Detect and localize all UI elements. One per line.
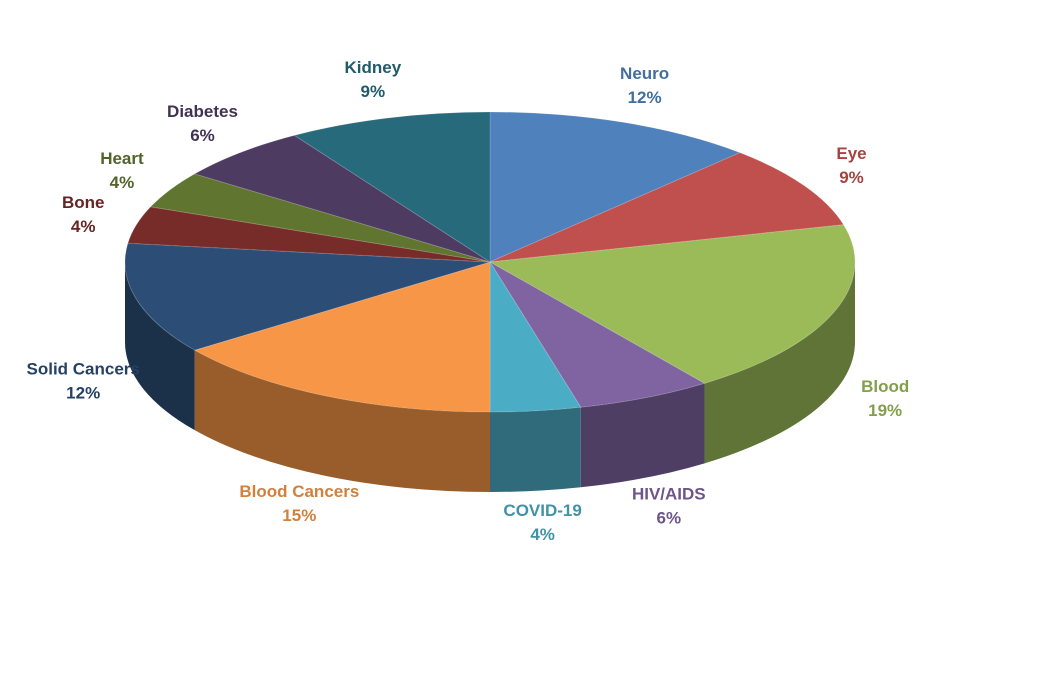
pie-slice-side (580, 383, 705, 488)
data-labels: Neuro 12% Eye 9% Blood 19% HIV/AIDS 6% COVID-19 4… (27, 58, 910, 544)
value-label: 9% (839, 168, 864, 187)
value-label: 6% (657, 508, 682, 527)
category-label: Blood Cancers (239, 482, 359, 501)
pie-slice (193, 261, 491, 413)
category-label: Neuro (620, 64, 669, 83)
pie-tops (124, 111, 856, 413)
value-label: 4% (530, 525, 555, 544)
value-label: 15% (282, 506, 316, 525)
pie-slice (489, 261, 706, 408)
pie-slice (124, 242, 491, 351)
pie-slice-side (194, 350, 490, 492)
pie-slice (489, 111, 742, 263)
value-label: 19% (868, 401, 902, 420)
category-label: Kidney (344, 58, 401, 77)
value-label: 12% (628, 88, 662, 107)
pie-slice (149, 173, 491, 263)
category-label: COVID-19 (503, 501, 581, 520)
category-label: Heart (100, 149, 144, 168)
category-label: Diabetes (167, 102, 238, 121)
value-label: 12% (66, 384, 100, 403)
value-label: 6% (190, 126, 215, 145)
pie-slice-side (490, 407, 581, 492)
pie-slice (489, 260, 582, 413)
category-label: Eye (836, 144, 866, 163)
pie-slice (293, 111, 491, 263)
pie-sides (125, 262, 855, 492)
pie-slice-side (704, 262, 855, 464)
category-label: Solid Cancers (27, 360, 140, 379)
value-label: 9% (361, 82, 386, 101)
value-label: 4% (110, 173, 135, 192)
pie-slice (193, 134, 491, 263)
pie-slice (489, 152, 845, 263)
pie-slice (488, 224, 856, 384)
category-label: HIV/AIDS (632, 484, 706, 503)
value-label: 4% (71, 217, 96, 236)
category-label: Bone (62, 193, 105, 212)
pie-slice-side (125, 262, 195, 431)
category-label: Blood (861, 377, 909, 396)
pie-slice (127, 206, 491, 263)
